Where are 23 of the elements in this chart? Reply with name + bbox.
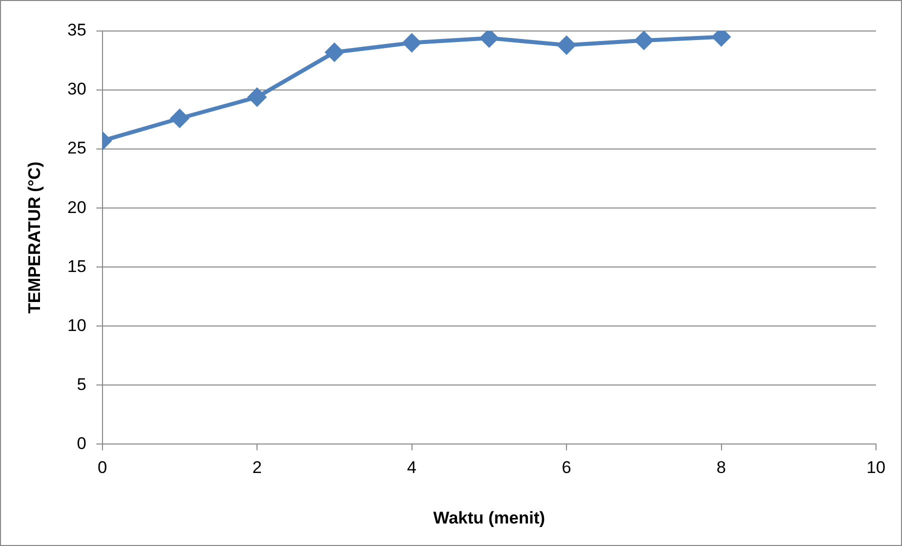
y-tick-label: 35: [67, 20, 86, 40]
y-tick-label: 30: [67, 80, 86, 99]
y-tick-label: 15: [67, 256, 86, 276]
point: [480, 31, 498, 48]
point: [402, 34, 421, 52]
x-axis-title: Waktu (menit): [433, 508, 546, 528]
y-tick-label: 10: [67, 316, 86, 335]
x-tick-label: 10: [866, 458, 886, 478]
point: [170, 109, 189, 128]
y-tick-label: 5: [76, 374, 86, 394]
x-tick-label: 6: [562, 458, 572, 478]
y-tick-label: 0: [76, 434, 86, 453]
x-tick-label: 0: [98, 458, 108, 478]
point: [634, 31, 653, 50]
point: [558, 36, 576, 54]
y-axis-title: TEMPERATUR (°C): [24, 162, 44, 314]
point: [248, 88, 266, 106]
point: [325, 43, 344, 62]
x-tick-label: 2: [252, 458, 262, 478]
y-tick-label: 20: [67, 198, 86, 217]
y-tick-label: 25: [67, 138, 86, 158]
x-tick-label: 4: [407, 458, 417, 478]
x-tick-label: 8: [716, 458, 726, 478]
